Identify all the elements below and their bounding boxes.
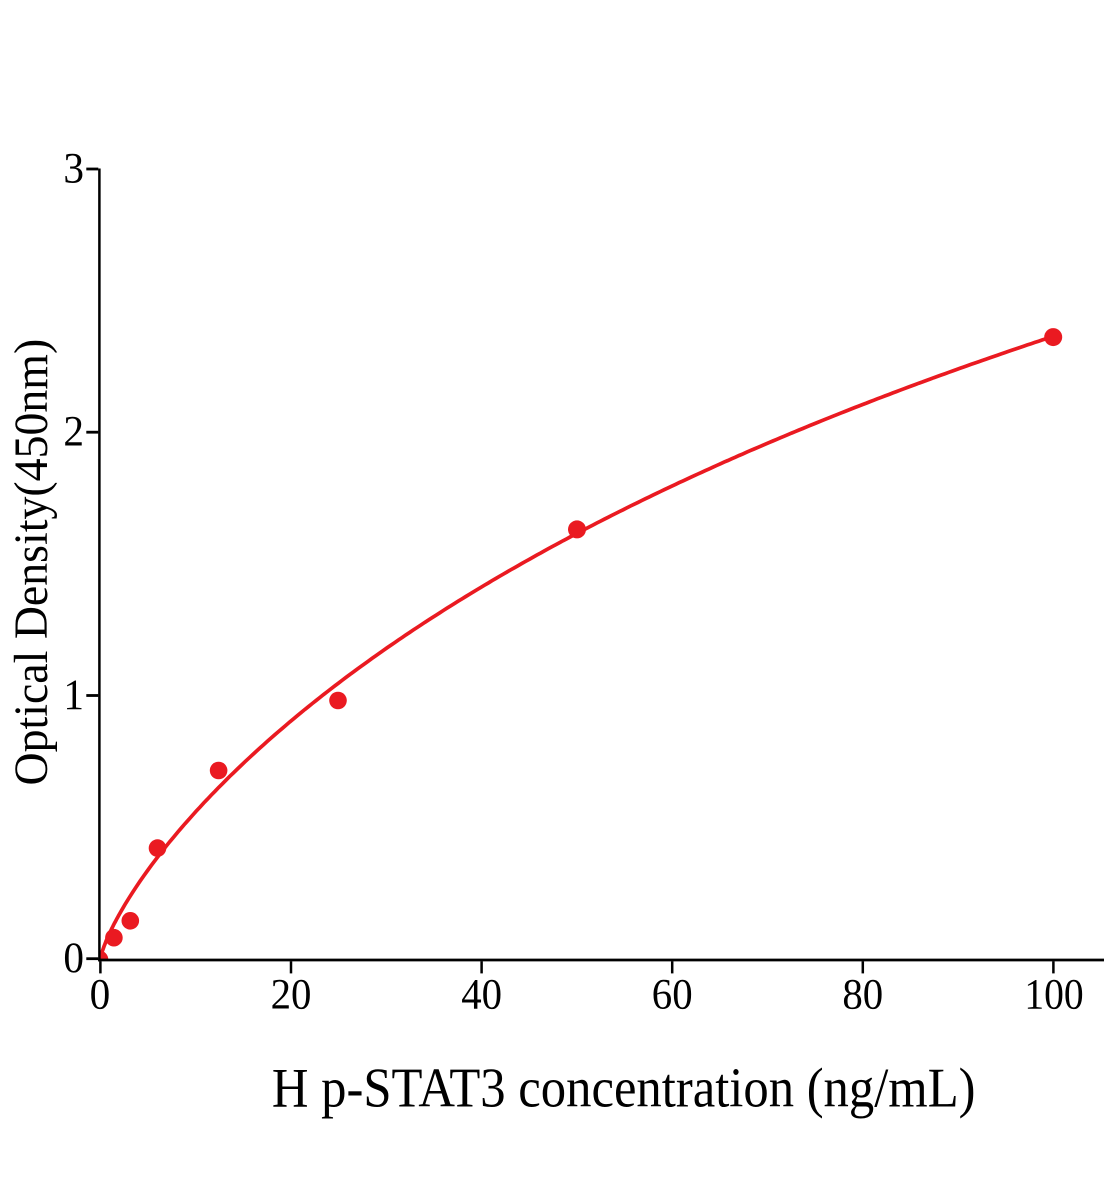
svg-text:100: 100	[1024, 970, 1083, 1018]
svg-text:0: 0	[63, 934, 84, 982]
svg-text:40: 40	[461, 971, 502, 1018]
svg-text:H p-STAT3 concentration (ng/mL: H p-STAT3 concentration (ng/mL)	[272, 1056, 976, 1119]
svg-text:80: 80	[842, 971, 883, 1018]
svg-text:20: 20	[271, 971, 312, 1018]
svg-text:3: 3	[63, 145, 84, 193]
svg-text:Optical Density(450nm): Optical Density(450nm)	[5, 339, 58, 786]
svg-text:2: 2	[63, 408, 84, 456]
svg-text:0: 0	[90, 971, 111, 1019]
svg-text:60: 60	[652, 971, 693, 1018]
svg-text:1: 1	[63, 671, 84, 719]
